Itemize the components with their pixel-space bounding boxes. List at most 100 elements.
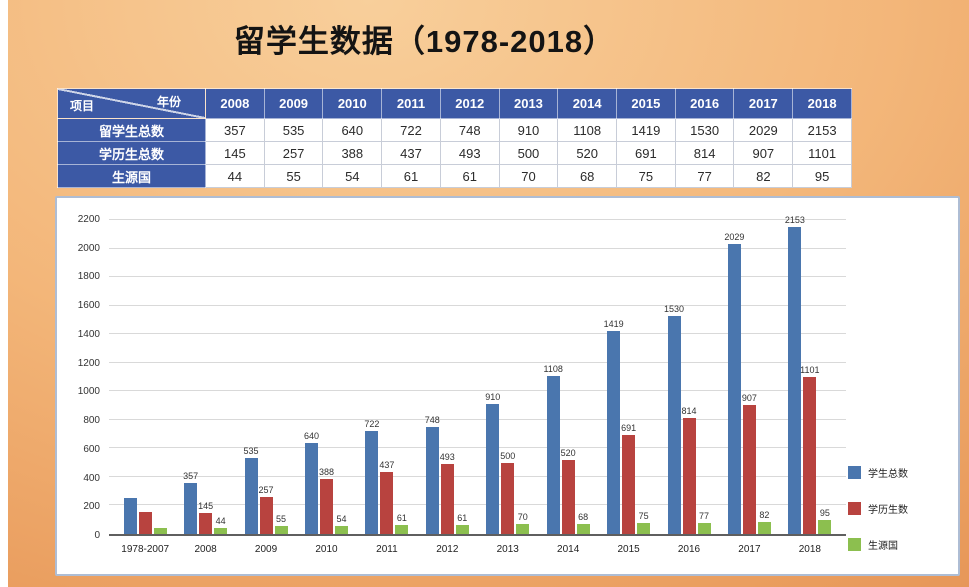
- gridline: [109, 247, 846, 249]
- legend-label: 生源国: [868, 541, 898, 552]
- table-cell: 357: [205, 118, 265, 142]
- year-header-2010: 2010: [322, 88, 383, 119]
- corner-item-label: 项目: [70, 99, 95, 113]
- bar-value-label: 61: [457, 513, 468, 524]
- bar-学历生数-2016: [682, 417, 696, 534]
- table-row: 留学生总数 357 535 640 722 748 910 1108 1419 1530 2029 2…: [57, 118, 852, 142]
- bar-slot: 1101: [800, 220, 820, 534]
- bar-学生总数-2012: [425, 427, 439, 534]
- bar-学生总数-1978-2007: [123, 498, 137, 534]
- bar-生源国-2012: [455, 525, 469, 534]
- year-header-2017: 2017: [733, 88, 794, 119]
- bar-group-2016: 1530 814 77: [659, 220, 719, 534]
- table-cell: 748: [439, 118, 500, 142]
- bar-学历生数-2013: [501, 462, 515, 534]
- bar-学生总数-2013: [486, 404, 500, 534]
- bar-学历生数-1978-2007: [138, 511, 152, 534]
- x-axis: 1978-2007 2008 2009 2010 2011 2012 2013 2014 201…: [109, 544, 846, 560]
- bar-生源国-2009: [274, 526, 288, 534]
- bar-value-label: 520: [560, 447, 576, 458]
- gridline: [109, 447, 846, 449]
- bar-slot: 1530: [664, 220, 684, 534]
- table-cell: 1530: [674, 118, 735, 142]
- table-cell: 691: [616, 141, 676, 165]
- year-header-2009: 2009: [263, 88, 324, 119]
- bar-value-label: 44: [215, 515, 226, 526]
- year-header-2013: 2013: [498, 88, 559, 119]
- bar-value-label: 1108: [543, 363, 563, 374]
- x-tick-label: 2010: [315, 544, 338, 555]
- y-tick-label: 1200: [77, 357, 100, 369]
- bar-生源国-2018: [818, 520, 832, 534]
- legend-label: 学历生数: [868, 505, 908, 516]
- y-tick-label: 1800: [77, 271, 100, 283]
- bar-slot: 70: [515, 220, 530, 534]
- x-tick-label: 2011: [376, 544, 398, 555]
- bar-slot: 493: [440, 220, 455, 534]
- bar-学生总数-2015: [607, 331, 621, 534]
- bar-slot: 77: [697, 220, 712, 534]
- bar-slot: 1108: [543, 220, 563, 534]
- bar-生源国-2017: [757, 522, 771, 534]
- bar-value-label: 55: [276, 514, 287, 525]
- bar-value-label: 77: [698, 511, 710, 522]
- bar-group-2012: 748 493 61: [417, 220, 477, 534]
- bar-slot: 2029: [724, 220, 745, 534]
- year-header-2008: 2008: [205, 88, 265, 119]
- legend-item-生源国: 生源国: [848, 537, 950, 552]
- bar-学生总数-2016: [667, 315, 681, 534]
- bar-学历生数-2018: [803, 376, 817, 534]
- bar-学历生数-2009: [259, 497, 273, 534]
- legend-label: 学生总数: [868, 469, 908, 480]
- table-cell: 640: [322, 118, 383, 142]
- bar-value-label: 2153: [784, 214, 805, 225]
- bar-slot: 257: [259, 220, 274, 534]
- bar-value-label: 145: [198, 501, 214, 512]
- year-header-2016: 2016: [674, 88, 735, 119]
- bar-value-label: 2029: [724, 232, 745, 243]
- x-tick-label: 2015: [617, 544, 640, 555]
- bar-学生总数-2014: [546, 375, 560, 534]
- table-cell: 500: [498, 141, 559, 165]
- bar-slot: [123, 220, 138, 534]
- bar-groups: 357 145 44 535 257 55 640 388 54 722 437 61 748 493 61…: [109, 215, 846, 534]
- legend-swatch: [848, 466, 861, 479]
- bar-group-2017: 2029 907 82: [719, 220, 779, 534]
- bar-slot: 61: [394, 220, 409, 534]
- y-tick-label: 1400: [77, 328, 100, 340]
- gridline: [109, 475, 846, 477]
- year-header-2014: 2014: [557, 88, 618, 119]
- bar-slot: 520: [561, 220, 576, 534]
- bar-value-label: 814: [681, 405, 697, 416]
- bar-group-2011: 722 437 61: [357, 220, 417, 534]
- bar-学生总数-2009: [244, 457, 258, 534]
- x-tick-label: 2018: [798, 544, 821, 555]
- bar-slot: 535: [244, 220, 259, 534]
- bar-value-label: 640: [303, 430, 319, 441]
- bar-slot: 55: [274, 220, 289, 534]
- table-cell: 82: [733, 164, 794, 188]
- table-cell: 493: [439, 141, 500, 165]
- bar-value-label: 748: [424, 415, 440, 426]
- bar-value-label: 75: [638, 511, 649, 522]
- x-tick-label: 2012: [436, 544, 459, 555]
- gridline: [109, 219, 846, 220]
- gridline: [109, 390, 846, 392]
- legend: 学生总数学历生数生源国: [848, 465, 950, 552]
- y-tick-label: 1600: [77, 300, 100, 312]
- table-cell: 907: [733, 141, 794, 165]
- gridline: [109, 333, 846, 335]
- bar-学生总数-2018: [788, 226, 802, 534]
- table-cell: 520: [557, 141, 618, 165]
- bar-学历生数-2014: [561, 459, 575, 534]
- bar-value-label: 722: [364, 418, 380, 429]
- bar-value-label: 691: [621, 423, 637, 434]
- x-tick-label: 1978-2007: [121, 544, 170, 555]
- bar-group-1978-2007: [115, 220, 175, 534]
- left-white-strip: [0, 0, 8, 587]
- y-tick-label: 1000: [77, 386, 100, 398]
- bar-value-label: 910: [485, 392, 501, 403]
- x-tick-label: 2008: [194, 544, 217, 555]
- bar-slot: [138, 220, 153, 534]
- bar-value-label: 70: [517, 512, 528, 523]
